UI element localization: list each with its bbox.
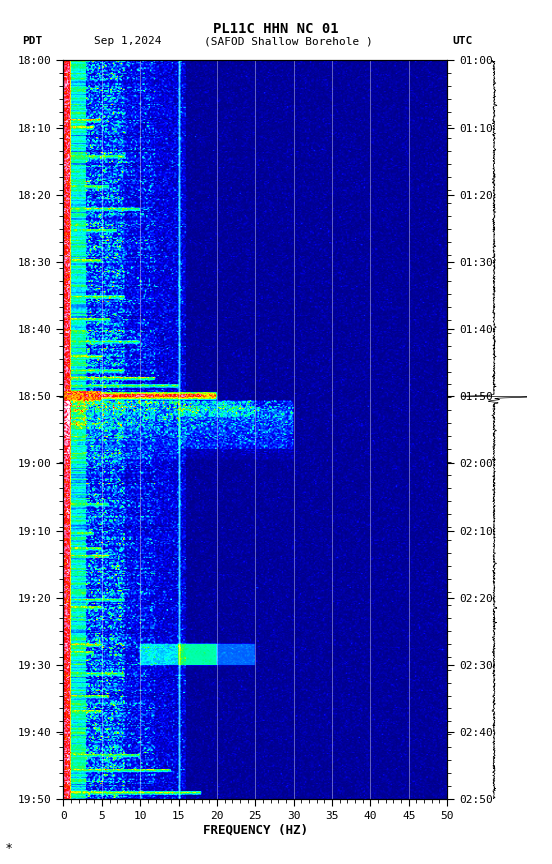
- Text: PDT: PDT: [22, 36, 43, 47]
- Text: (SAFOD Shallow Borehole ): (SAFOD Shallow Borehole ): [204, 36, 373, 47]
- Text: PL11C HHN NC 01: PL11C HHN NC 01: [213, 22, 339, 35]
- X-axis label: FREQUENCY (HZ): FREQUENCY (HZ): [203, 823, 308, 836]
- Text: *: *: [6, 842, 12, 855]
- Text: UTC: UTC: [453, 36, 473, 47]
- Text: Sep 1,2024: Sep 1,2024: [94, 36, 161, 47]
